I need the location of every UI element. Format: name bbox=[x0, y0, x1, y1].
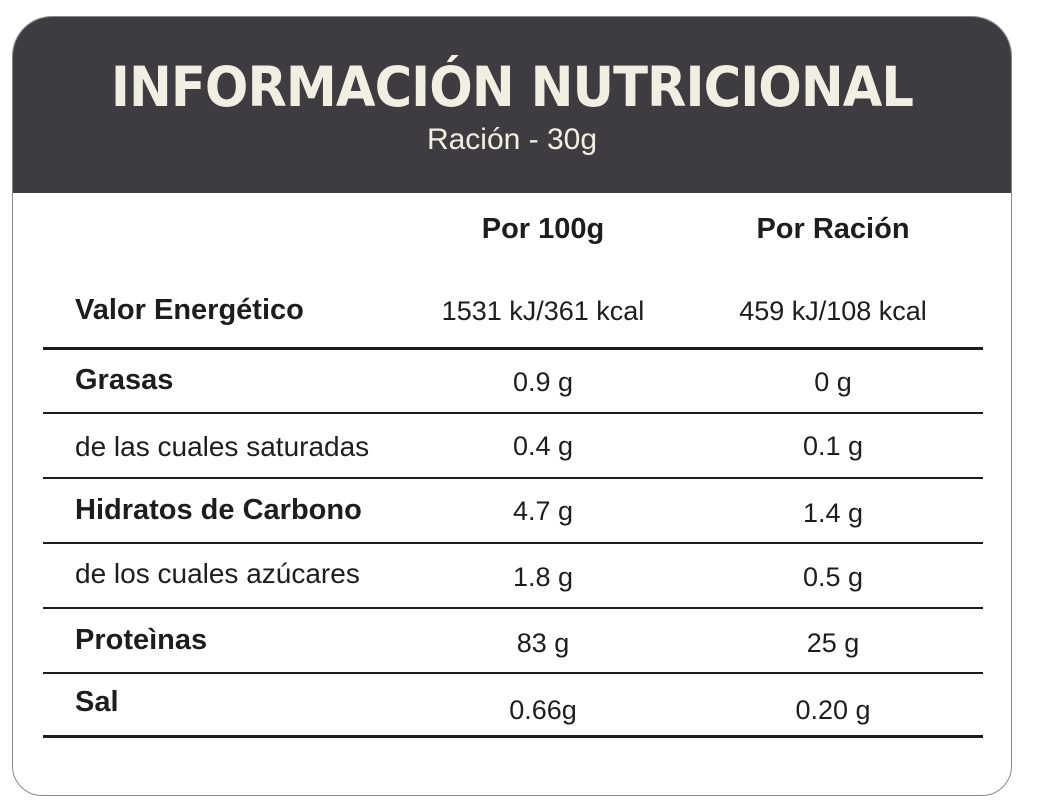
row-label-protein: Proteìnas bbox=[75, 624, 208, 656]
nutrition-title: INFORMACIÓN NUTRICIONAL bbox=[110, 55, 914, 119]
cell-fat-per-100g: 0.9 g bbox=[512, 367, 574, 397]
table-divider bbox=[43, 542, 983, 544]
cell-saturated-per-100g: 0.4 g bbox=[512, 431, 574, 461]
row-label-sugars: de los cuales azúcares bbox=[75, 558, 360, 589]
table-divider bbox=[43, 607, 983, 609]
serving-size: Ración - 30g bbox=[426, 123, 598, 156]
table-bottom-rule bbox=[43, 735, 983, 738]
row-label-saturated-fat: de las cuales saturadas bbox=[75, 431, 370, 462]
cell-saturated-per-serving: 0.1 g bbox=[802, 431, 864, 461]
cell-energy-per-100g: 1531 kJ/361 kcal bbox=[441, 296, 645, 326]
column-header-per-serving: Por Ración bbox=[756, 213, 910, 245]
table-divider bbox=[43, 477, 983, 479]
row-label-salt: Sal bbox=[75, 686, 119, 718]
cell-carbs-per-100g: 4.7 g bbox=[512, 496, 574, 526]
row-label-energy: Valor Energético bbox=[75, 294, 304, 326]
cell-fat-per-serving: 0 g bbox=[814, 367, 852, 397]
cell-protein-per-serving: 25 g bbox=[806, 628, 860, 658]
cell-sugars-per-serving: 0.5 g bbox=[802, 562, 864, 592]
row-label-carbohydrates: Hidratos de Carbono bbox=[75, 494, 362, 526]
cell-protein-per-100g: 83 g bbox=[516, 628, 570, 658]
table-divider bbox=[43, 347, 983, 350]
row-label-fat: Grasas bbox=[75, 364, 174, 396]
cell-carbs-per-serving: 1.4 g bbox=[802, 498, 864, 528]
nutrition-facts-card: INFORMACIÓN NUTRICIONAL Ración - 30g Por… bbox=[12, 16, 1012, 796]
table-divider bbox=[43, 412, 983, 414]
cell-sugars-per-100g: 1.8 g bbox=[512, 562, 574, 592]
cell-salt-per-100g: 0.66g bbox=[509, 695, 577, 725]
cell-salt-per-serving: 0.20 g bbox=[795, 695, 871, 725]
nutrition-header: INFORMACIÓN NUTRICIONAL Ración - 30g bbox=[13, 17, 1011, 193]
table-divider bbox=[43, 672, 983, 674]
cell-energy-per-serving: 459 kJ/108 kcal bbox=[739, 296, 927, 326]
column-header-per-100g: Por 100g bbox=[481, 213, 605, 245]
